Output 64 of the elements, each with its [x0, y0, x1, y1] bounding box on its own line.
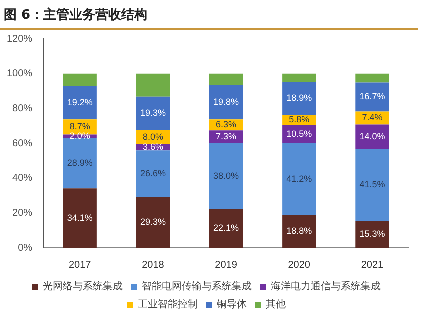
bar	[136, 74, 170, 97]
bar	[356, 221, 390, 248]
x-tick-label: 2021	[361, 260, 384, 271]
y-tick-label: 120%	[7, 34, 33, 45]
data-label: 38.0%	[214, 170, 240, 181]
data-label: 18.8%	[286, 226, 312, 236]
y-tick-label: 0%	[18, 242, 33, 254]
data-label: 19.8%	[214, 96, 240, 107]
x-tick-label: 2017	[68, 260, 92, 271]
bar	[63, 74, 97, 86]
bar	[282, 144, 316, 216]
y-tick-label: 60%	[12, 138, 33, 150]
bar	[136, 96, 170, 130]
data-label: 14.0%	[360, 131, 386, 142]
bar	[63, 138, 97, 189]
bar	[63, 86, 97, 120]
bar	[209, 210, 244, 248]
bar	[356, 74, 390, 83]
bar	[356, 124, 390, 150]
bar	[209, 74, 244, 86]
x-tick-label: 2020	[288, 260, 311, 271]
bar	[63, 188, 97, 248]
chart-title: 图 6：主管业务营收结构	[0, 0, 418, 30]
data-label: 8.7%	[70, 122, 90, 132]
bar	[356, 149, 390, 222]
data-label: 3.6%	[142, 142, 164, 152]
data-label: 19.2%	[67, 97, 93, 108]
data-label: 10.5%	[286, 128, 312, 139]
bar	[136, 196, 170, 248]
y-tick-label: 100%	[7, 68, 33, 80]
data-label: 29.3%	[140, 216, 166, 227]
y-tick-label: 40%	[12, 173, 33, 184]
data-label: 22.1%	[214, 223, 240, 234]
legend-label: 铜导体	[216, 298, 247, 311]
data-label: 5.8%	[289, 114, 310, 125]
data-label: 18.9%	[286, 93, 312, 104]
data-label: 7.3%	[216, 131, 237, 142]
data-label: 16.7%	[360, 92, 386, 102]
data-label: 41.5%	[360, 180, 386, 190]
x-tick-label: 2019	[215, 260, 238, 271]
legend-label: 工业智能控制	[138, 298, 198, 311]
bar	[356, 82, 390, 112]
data-label: 8.0%	[142, 132, 164, 142]
data-label: 15.3%	[360, 229, 386, 240]
bar	[282, 74, 316, 82]
legend-label: 智能电网传输与系统集成	[142, 280, 252, 293]
data-label: 6.3%	[216, 120, 237, 130]
data-label: 34.1%	[67, 212, 93, 223]
data-label: 26.6%	[140, 168, 166, 178]
data-label: 41.2%	[286, 174, 312, 184]
legend-label: 海洋电力通信与系统集成	[271, 280, 381, 293]
legend-label: 其他	[266, 298, 286, 311]
data-label: 7.4%	[362, 112, 383, 123]
legend-label: 光网络与系统集成	[43, 280, 123, 293]
y-tick-label: 80%	[12, 103, 33, 114]
x-tick-label: 2018	[142, 260, 165, 271]
bar	[136, 150, 170, 197]
bar	[282, 82, 316, 116]
bar	[209, 143, 244, 210]
bar	[209, 85, 244, 120]
data-label: 19.3%	[140, 108, 166, 118]
y-tick-label: 20%	[12, 208, 33, 219]
bar	[282, 215, 316, 248]
data-label: 28.9%	[67, 158, 93, 168]
